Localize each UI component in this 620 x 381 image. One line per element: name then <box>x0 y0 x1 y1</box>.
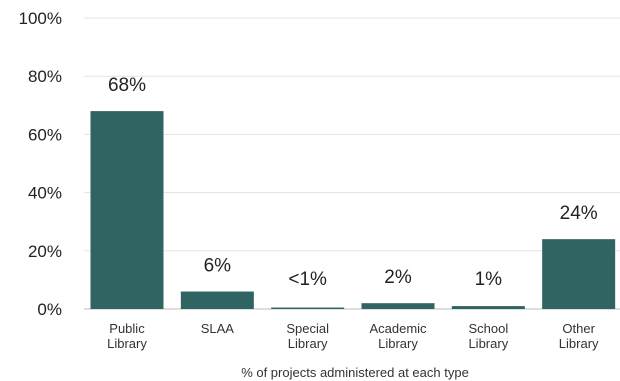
y-tick-label: 0% <box>37 300 62 319</box>
bar <box>542 239 616 309</box>
x-axis-title: % of projects administered at each type <box>241 365 469 380</box>
gridlines <box>84 17 620 310</box>
data-label: 2% <box>384 267 412 288</box>
category-label: Library <box>468 336 508 351</box>
bar <box>451 306 525 309</box>
category-label: Library <box>107 336 147 351</box>
data-label: 6% <box>204 256 232 277</box>
bar <box>271 307 345 309</box>
category-label: Library <box>378 336 418 351</box>
bar <box>90 111 164 310</box>
data-label: <1% <box>288 269 327 290</box>
category-label: School <box>468 321 508 336</box>
category-label: Special <box>286 321 329 336</box>
category-label: Academic <box>369 321 427 336</box>
y-axis-ticks: 0% 20% 40% 60% 80% 100% <box>19 9 62 319</box>
category-label: Library <box>288 336 328 351</box>
y-tick-label: 100% <box>19 9 62 28</box>
y-tick-label: 80% <box>28 67 62 86</box>
category-label: Library <box>559 336 599 351</box>
y-tick-label: 40% <box>28 184 62 203</box>
y-tick-label: 20% <box>28 242 62 261</box>
y-tick-label: 60% <box>28 125 62 144</box>
category-label: Public <box>109 321 145 336</box>
data-label: 1% <box>475 269 503 290</box>
bars <box>90 111 616 310</box>
category-label: SLAA <box>201 321 235 336</box>
category-label: Other <box>562 321 595 336</box>
data-label: 24% <box>560 203 598 224</box>
data-label: 68% <box>108 75 146 96</box>
data-labels: 68% 6% <1% 2% 1% 24% <box>108 75 598 290</box>
bar <box>361 303 435 309</box>
bar <box>180 291 254 309</box>
